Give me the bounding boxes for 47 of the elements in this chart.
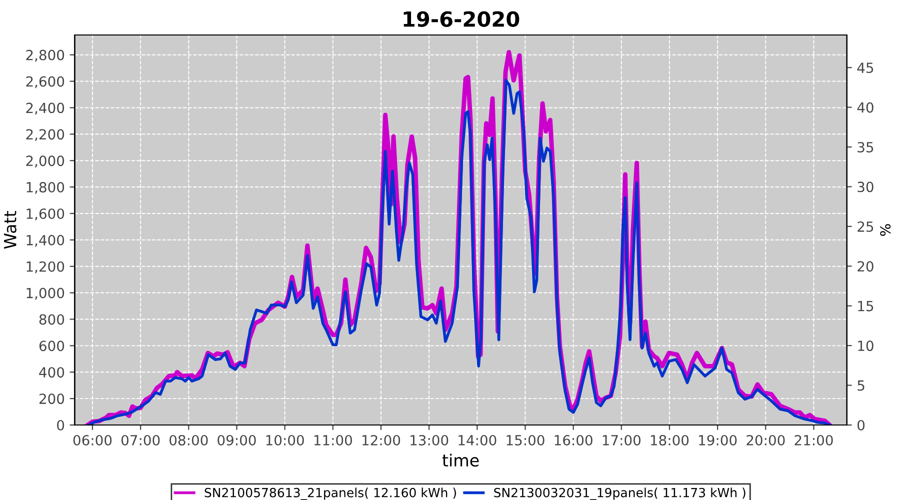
y-tick-label: 1,000 <box>26 288 64 300</box>
y-tick-label: 2,400 <box>26 102 64 115</box>
x-tick-label: 09:00 <box>218 434 256 446</box>
y2-tick-label: 35 <box>858 142 874 152</box>
x-tick-label: 21:00 <box>794 434 833 446</box>
y-tick-label: 1,600 <box>26 208 64 220</box>
y2-tick-label: 5 <box>858 380 864 391</box>
y2-tick-label: 25 <box>858 221 874 232</box>
x-tick-label: 12:00 <box>362 434 400 446</box>
y-tick-label: 1,400 <box>26 234 64 247</box>
y-tick-label: 1,200 <box>26 261 64 274</box>
y2-axis-title: % <box>880 224 891 236</box>
x-tick-label: 16:00 <box>554 434 592 446</box>
x-axis-title: time <box>442 454 479 467</box>
x-tick-label: 14:00 <box>458 434 496 446</box>
legend-label: SN2130032031_19panels( 11.173 kWh ) <box>494 488 746 500</box>
x-tick-label: 06:00 <box>73 434 112 446</box>
x-tick-label: 11:00 <box>314 434 352 446</box>
y-tick-label: 0 <box>57 420 64 430</box>
y2-tick-label: 20 <box>858 261 874 272</box>
x-tick-label: 08:00 <box>170 434 208 446</box>
y2-tick-label: 30 <box>858 182 874 192</box>
y-tick-label: 800 <box>39 314 64 325</box>
y-tick-label: 2,000 <box>26 156 64 168</box>
x-tick-label: 10:00 <box>266 434 304 446</box>
x-tick-label: 20:00 <box>746 434 785 446</box>
y-tick-label: 200 <box>39 394 64 404</box>
x-tick-label: 15:00 <box>506 434 544 446</box>
x-tick-label: 13:00 <box>410 434 448 446</box>
chart-title: 19-6-2020 <box>404 11 520 27</box>
y-tick-label: 400 <box>39 367 64 378</box>
y-tick-label: 2,800 <box>26 50 64 62</box>
y2-tick-label: 15 <box>858 301 874 312</box>
y-tick-label: 2,200 <box>26 129 64 142</box>
y-tick-label: 2,600 <box>26 76 64 88</box>
y2-tick-label: 10 <box>858 340 874 352</box>
x-tick-label: 07:00 <box>121 434 160 446</box>
x-tick-label: 18:00 <box>650 434 689 446</box>
y-tick-label: 600 <box>39 340 64 352</box>
y-axis-title: Watt <box>4 211 16 249</box>
x-tick-label: 19:00 <box>699 434 737 446</box>
y2-tick-label: 0 <box>858 420 865 430</box>
legend-label: SN2100578613_21panels( 12.160 kWh ) <box>204 488 456 500</box>
y2-tick-label: 45 <box>857 62 874 74</box>
y2-tick-label: 40 <box>857 102 874 113</box>
y-tick-label: 1,800 <box>26 182 64 194</box>
x-tick-label: 17:00 <box>602 434 640 446</box>
